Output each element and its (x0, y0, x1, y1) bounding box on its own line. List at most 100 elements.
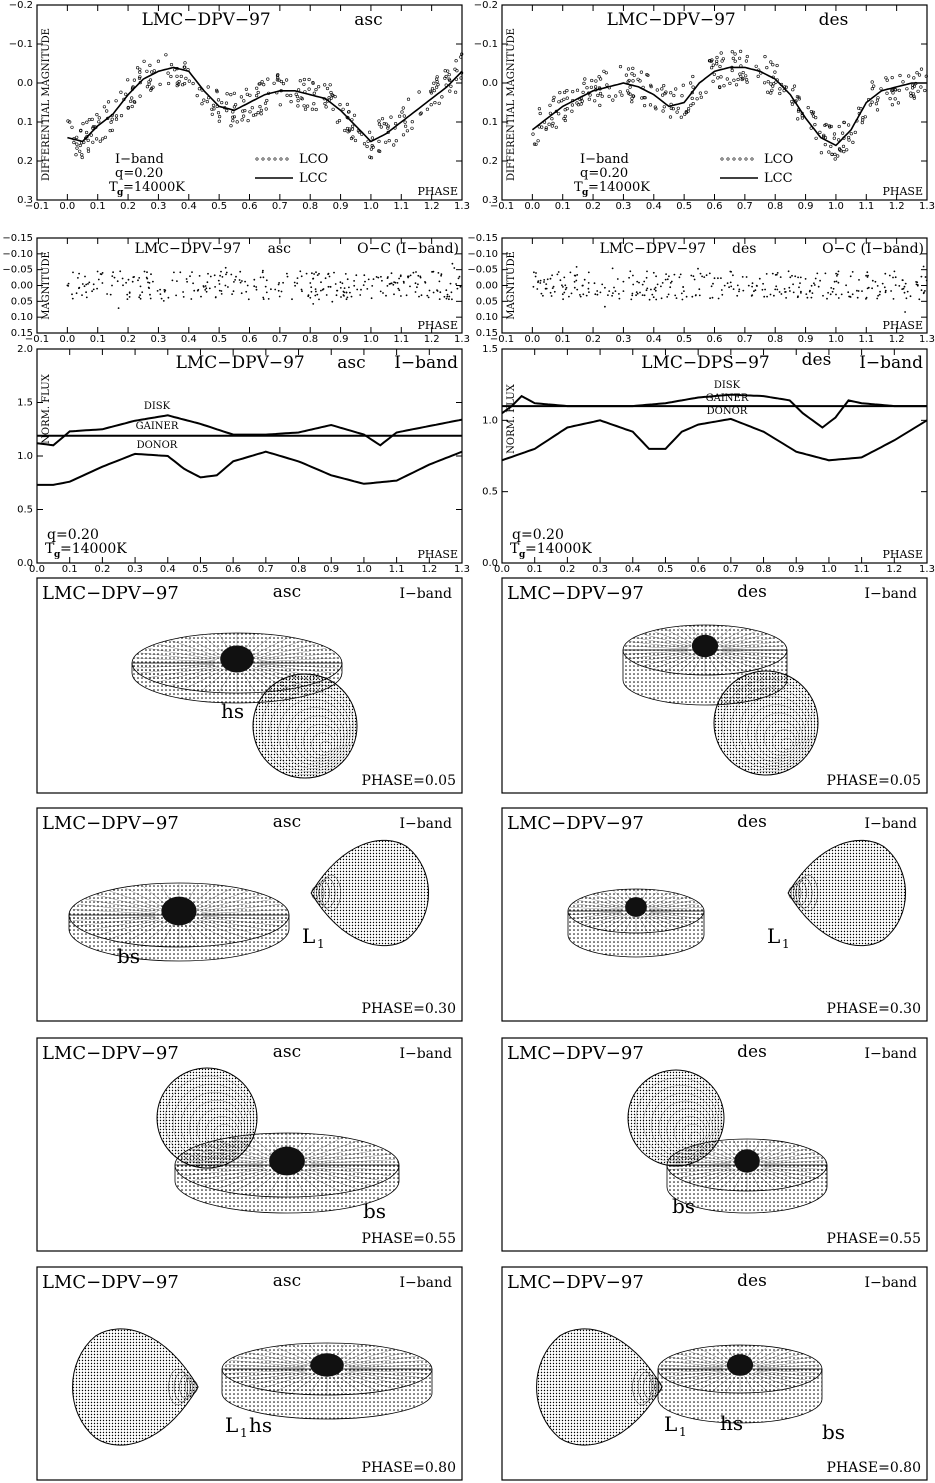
observed-point (551, 125, 554, 128)
donor-star (714, 671, 818, 775)
observed-point (719, 65, 722, 68)
panel-subtitle: O−C (I−band) (822, 241, 924, 257)
x-tick-label: 0.7 (272, 334, 288, 345)
observed-point (902, 81, 905, 84)
residual-point (910, 295, 912, 297)
residual-point (371, 285, 373, 287)
residual-point (164, 289, 166, 291)
residual-point (698, 288, 700, 290)
residual-point (446, 296, 448, 298)
observed-point (180, 75, 183, 78)
residual-point (852, 293, 854, 295)
residual-point (694, 279, 696, 281)
residual-point (77, 277, 79, 279)
observed-point (734, 60, 737, 63)
observed-point (247, 119, 250, 122)
x-tick-label: 0.5 (193, 564, 209, 575)
observed-point (260, 113, 263, 116)
residual-point (642, 294, 644, 296)
y-tick-label: −0.2 (474, 0, 498, 11)
observed-point (819, 131, 822, 134)
residual-point (547, 278, 549, 280)
x-tick-label: 1.3 (454, 334, 470, 345)
residual-point (421, 294, 423, 296)
observed-point (249, 111, 252, 114)
x-tick-label: 1.0 (356, 564, 372, 575)
observed-point (737, 78, 740, 81)
residual-point (318, 273, 320, 275)
observed-point (861, 121, 864, 124)
residual-point (71, 293, 73, 295)
residual-point (391, 282, 393, 284)
residual-point (152, 281, 154, 283)
residual-point (363, 274, 365, 276)
residual-point (805, 293, 807, 295)
y-axis-label: NORM. FLUX (506, 383, 517, 454)
observed-point (211, 113, 214, 116)
observed-point (398, 115, 401, 118)
residual-point (865, 275, 867, 277)
observed-point (76, 147, 79, 150)
x-tick-label: 0.5 (658, 564, 674, 575)
observed-point (722, 58, 725, 61)
x-tick-label: 1.2 (421, 564, 437, 575)
observed-point (545, 128, 548, 131)
residual-point (904, 311, 906, 313)
observed-point (850, 132, 853, 135)
observed-point (552, 122, 555, 125)
x-tick-label: 1.3 (454, 201, 470, 212)
residual-point (366, 288, 368, 290)
observed-point (735, 84, 738, 87)
residual-point (163, 300, 165, 302)
observed-point (897, 102, 900, 105)
observed-point (441, 96, 444, 99)
residual-point (141, 291, 143, 293)
observed-point (103, 106, 106, 109)
residual-point (682, 286, 684, 288)
residual-point (630, 299, 632, 301)
x-tick-label: 0.4 (181, 334, 197, 345)
residual-point (835, 294, 837, 296)
residual-point (149, 282, 151, 284)
observed-point (343, 129, 346, 132)
residual-point (410, 275, 412, 277)
residual-point (67, 285, 69, 287)
residual-point (588, 288, 590, 290)
residual-point (709, 297, 711, 299)
residual-point (129, 292, 131, 294)
observed-point (454, 91, 457, 94)
x-tick-label: 1.3 (919, 201, 935, 212)
residual-point (102, 272, 104, 274)
observed-point (906, 88, 909, 91)
observed-point (82, 122, 85, 125)
x-tick-label: 0.2 (585, 334, 601, 345)
observed-point (153, 70, 156, 73)
donor-star (788, 840, 905, 945)
residual-point (871, 287, 873, 289)
x-tick-label: 1.1 (858, 334, 874, 345)
observed-point (739, 50, 742, 53)
residual-point (718, 298, 720, 300)
observed-point (448, 73, 451, 76)
observed-point (848, 139, 851, 142)
residual-point (774, 289, 776, 291)
y-tick-label: −0.2 (9, 0, 33, 11)
residual-point (580, 296, 582, 298)
observed-point (563, 91, 566, 94)
observed-point (86, 121, 89, 124)
observed-point (920, 86, 923, 89)
observed-point (378, 123, 381, 126)
x-tick-label: 1.3 (919, 334, 935, 345)
y-tick-label: 0.5 (482, 487, 498, 498)
observed-point (621, 94, 624, 97)
x-tick-label: 0.8 (291, 564, 307, 575)
residual-point (611, 295, 613, 297)
observed-point (279, 104, 282, 107)
residual-point (306, 273, 308, 275)
residual-point (315, 288, 317, 290)
x-tick-label: 0.3 (150, 334, 166, 345)
observed-point (380, 126, 383, 129)
residual-point (387, 277, 389, 279)
observed-point (640, 71, 643, 74)
observed-point (217, 111, 220, 114)
